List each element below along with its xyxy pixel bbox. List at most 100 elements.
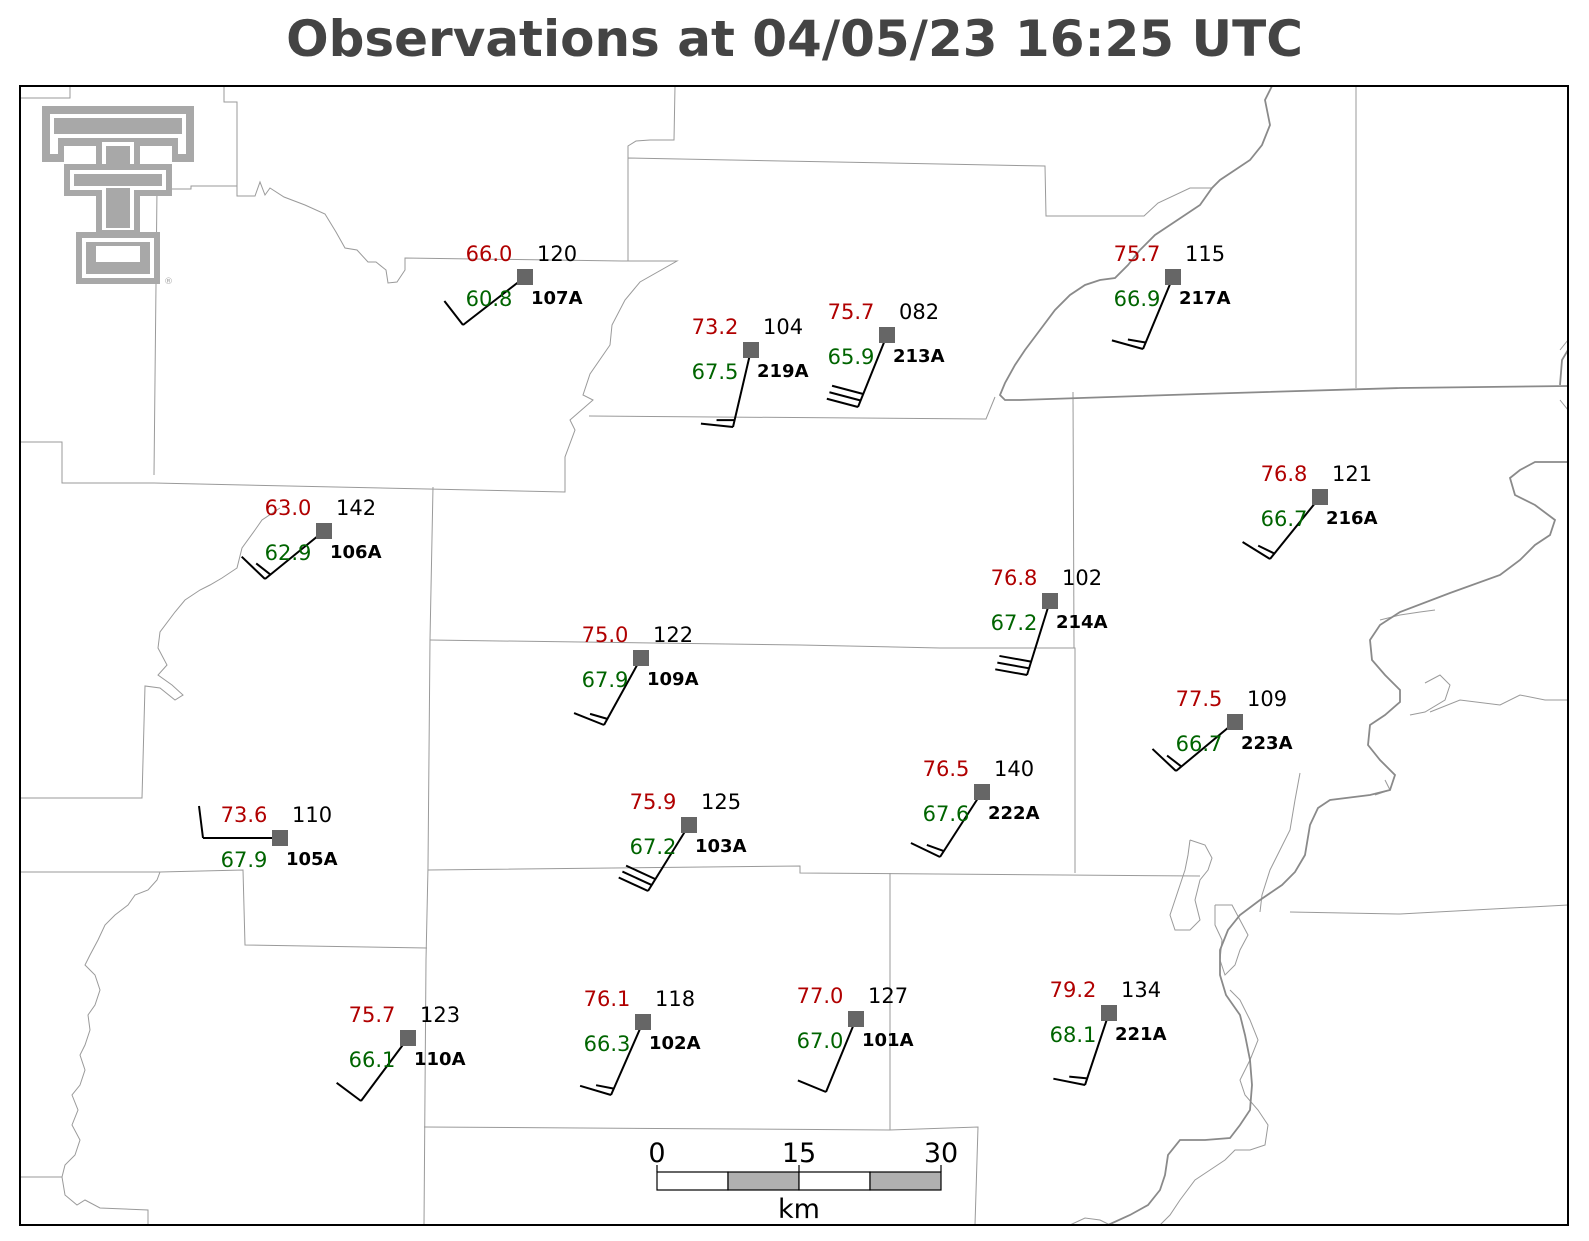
wind-barb bbox=[618, 824, 690, 892]
pressure-label: 125 bbox=[701, 790, 741, 814]
station-square-icon bbox=[848, 1011, 864, 1027]
station-id-label: 103A bbox=[695, 836, 747, 857]
scale-segment-4 bbox=[869, 1171, 942, 1191]
pressure-label: 122 bbox=[653, 623, 693, 647]
pressure-label: 140 bbox=[994, 757, 1034, 781]
temperature-label: 77.5 bbox=[1176, 687, 1223, 711]
pressure-label: 142 bbox=[336, 496, 376, 520]
texas-tech-logo: ® bbox=[42, 106, 194, 287]
dewpoint-label: 66.7 bbox=[1261, 507, 1308, 531]
scale-label-0: 0 bbox=[648, 1138, 665, 1169]
station-id-label: 213A bbox=[893, 346, 945, 367]
dewpoint-label: 66.9 bbox=[1114, 287, 1161, 311]
temperature-label: 76.8 bbox=[991, 566, 1038, 590]
station-square-icon bbox=[743, 342, 759, 358]
pressure-label: 104 bbox=[763, 315, 803, 339]
temperature-label: 75.9 bbox=[630, 790, 677, 814]
station-id-label: 214A bbox=[1056, 612, 1108, 633]
map-title: Observations at 04/05/23 16:25 UTC bbox=[286, 10, 1303, 68]
station-110A: 75.7 123 66.1 110A bbox=[336, 1003, 466, 1102]
scale-label-15: 15 bbox=[782, 1138, 816, 1169]
station-101A: 77.0 127 67.0 101A bbox=[797, 984, 914, 1093]
station-square-icon bbox=[517, 269, 533, 285]
station-square-icon bbox=[635, 1014, 651, 1030]
county-boundaries bbox=[20, 86, 1568, 1225]
station-id-label: 110A bbox=[414, 1049, 466, 1070]
station-square-icon bbox=[1101, 1005, 1117, 1021]
dewpoint-label: 67.6 bbox=[923, 802, 970, 826]
station-square-icon bbox=[400, 1030, 416, 1046]
station-id-label: 107A bbox=[531, 288, 583, 309]
wind-barb bbox=[1053, 1012, 1110, 1086]
station-square-icon bbox=[633, 650, 649, 666]
station-102A: 76.1 118 66.3 102A bbox=[579, 987, 701, 1096]
temperature-label: 77.0 bbox=[797, 984, 844, 1008]
pressure-label: 115 bbox=[1185, 242, 1225, 266]
pressure-label: 118 bbox=[655, 987, 695, 1011]
station-219A: 73.2 104 67.5 219A bbox=[692, 315, 809, 428]
station-square-icon bbox=[974, 784, 990, 800]
temperature-label: 73.6 bbox=[221, 803, 268, 827]
pressure-label: 134 bbox=[1121, 978, 1161, 1002]
station-id-label: 221A bbox=[1115, 1024, 1167, 1045]
station-id-label: 101A bbox=[862, 1030, 914, 1051]
scale-unit: km bbox=[778, 1194, 820, 1225]
station-105A: 73.6 110 67.9 105A bbox=[198, 803, 338, 872]
state-boundaries bbox=[998, 86, 1568, 1225]
station-221A: 79.2 134 68.1 221A bbox=[1050, 978, 1167, 1086]
station-223A: 77.5 109 66.7 223A bbox=[1151, 687, 1293, 772]
temperature-label: 75.0 bbox=[582, 623, 629, 647]
station-222A: 76.5 140 67.6 222A bbox=[910, 757, 1040, 858]
temperature-label: 76.8 bbox=[1261, 462, 1308, 486]
wind-barb bbox=[579, 1021, 644, 1096]
dewpoint-label: 68.1 bbox=[1050, 1023, 1097, 1047]
dewpoint-label: 67.9 bbox=[221, 848, 268, 872]
temperature-label: 73.2 bbox=[692, 315, 739, 339]
temperature-label: 76.1 bbox=[584, 987, 631, 1011]
temperature-label: 66.0 bbox=[466, 242, 513, 266]
wind-barb bbox=[700, 349, 752, 428]
station-214A: 76.8 102 67.2 214A bbox=[991, 566, 1108, 676]
dewpoint-label: 67.0 bbox=[797, 1029, 844, 1053]
station-plots: 66.0 120 60.8 107A 73.2 104 67.5 219A 75.7 082 65.… bbox=[198, 242, 1378, 1102]
station-id-label: 106A bbox=[330, 542, 382, 563]
temperature-label: 75.7 bbox=[349, 1003, 396, 1027]
dewpoint-label: 67.9 bbox=[582, 668, 629, 692]
pressure-label: 121 bbox=[1332, 462, 1372, 486]
wind-barb bbox=[995, 600, 1051, 676]
map-frame bbox=[19, 85, 1569, 1226]
station-109A: 75.0 122 67.9 109A bbox=[573, 623, 699, 726]
station-id-label: 217A bbox=[1179, 288, 1231, 309]
pressure-label: 082 bbox=[899, 300, 939, 324]
station-square-icon bbox=[1042, 593, 1058, 609]
station-square-icon bbox=[879, 327, 895, 343]
wind-barb bbox=[826, 334, 888, 408]
station-square-icon bbox=[681, 817, 697, 833]
station-id-label: 105A bbox=[286, 849, 338, 870]
dewpoint-label: 67.5 bbox=[692, 360, 739, 384]
pressure-label: 120 bbox=[537, 242, 577, 266]
dewpoint-label: 62.9 bbox=[265, 541, 312, 565]
station-id-label: 223A bbox=[1241, 733, 1293, 754]
station-103A: 75.9 125 67.2 103A bbox=[618, 790, 747, 892]
station-id-label: 102A bbox=[649, 1033, 701, 1054]
dewpoint-label: 66.3 bbox=[584, 1032, 631, 1056]
pressure-label: 110 bbox=[292, 803, 332, 827]
station-107A: 66.0 120 60.8 107A bbox=[443, 242, 583, 326]
station-square-icon bbox=[316, 523, 332, 539]
pressure-label: 102 bbox=[1062, 566, 1102, 590]
dewpoint-label: 65.9 bbox=[828, 345, 875, 369]
wind-barb bbox=[1111, 276, 1174, 350]
wind-barb bbox=[336, 1037, 409, 1102]
station-216A: 76.8 121 66.7 216A bbox=[1242, 462, 1378, 560]
dewpoint-label: 60.8 bbox=[466, 287, 513, 311]
station-213A: 75.7 082 65.9 213A bbox=[826, 300, 945, 408]
pressure-label: 109 bbox=[1247, 687, 1287, 711]
scale-label-30: 30 bbox=[924, 1138, 958, 1169]
scale-bar: 0 15 30 km bbox=[648, 1138, 958, 1225]
station-217A: 75.7 115 66.9 217A bbox=[1111, 242, 1231, 350]
station-id-label: 109A bbox=[647, 669, 699, 690]
dewpoint-label: 67.2 bbox=[630, 835, 677, 859]
wind-barb bbox=[443, 276, 526, 326]
